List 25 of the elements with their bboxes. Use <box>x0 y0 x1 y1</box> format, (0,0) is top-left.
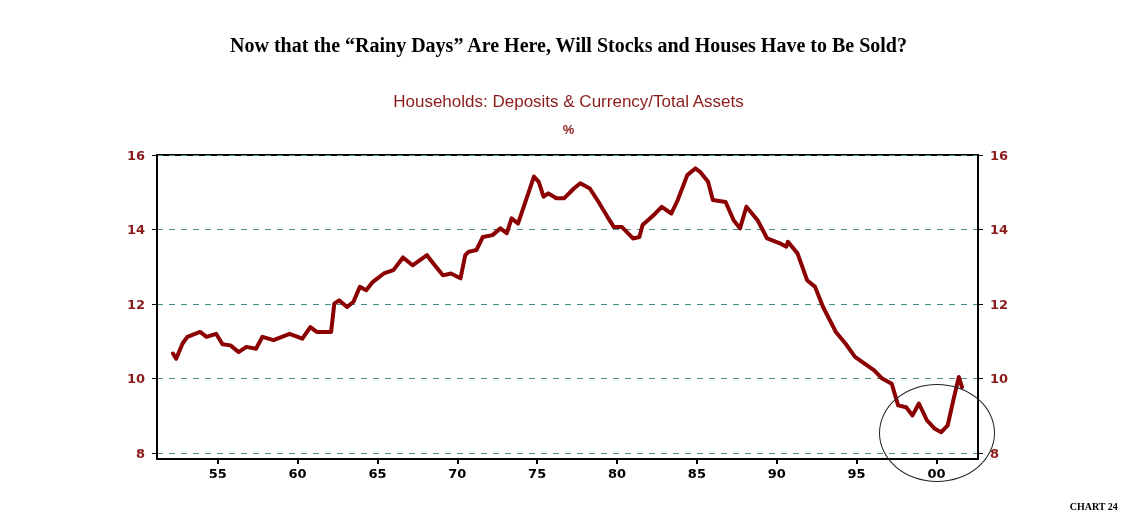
x-tick-label: 00 <box>927 466 946 481</box>
y-tick-label: 14 <box>126 222 145 238</box>
x-tick-label: 60 <box>288 466 307 481</box>
y-tick-label: 10 <box>126 371 145 387</box>
x-tick-label: 55 <box>208 466 227 481</box>
y2-tick-label: 12 <box>990 296 1009 312</box>
x-tick-label: 85 <box>687 466 706 481</box>
chart-subtitle: Households: Deposits & Currency/Total Assets <box>393 92 744 111</box>
y2-tick-label: 8 <box>990 445 1000 461</box>
caption: CHART 24 <box>1069 500 1118 512</box>
y2-tick-label: 16 <box>990 147 1009 163</box>
y2-tick-label: 10 <box>990 371 1009 387</box>
y-tick-label: 8 <box>135 445 145 461</box>
y2-tick-label: 14 <box>990 222 1009 238</box>
x-tick-label: 90 <box>767 466 786 481</box>
x-tick-label: 80 <box>607 466 627 481</box>
x-tick-label: 95 <box>847 466 866 481</box>
y-tick-label: 16 <box>126 147 145 163</box>
line-series <box>170 166 965 435</box>
chart-title: Now that the “Rainy Days” Are Here, Will Stocks and Houses Have to Be Sold? <box>230 34 907 57</box>
text: % <box>562 122 575 137</box>
x-tick-label: 65 <box>368 466 387 481</box>
y-tick-label: 12 <box>126 296 145 312</box>
x-tick-label: 70 <box>448 466 467 481</box>
x-tick-label: 75 <box>528 466 547 481</box>
